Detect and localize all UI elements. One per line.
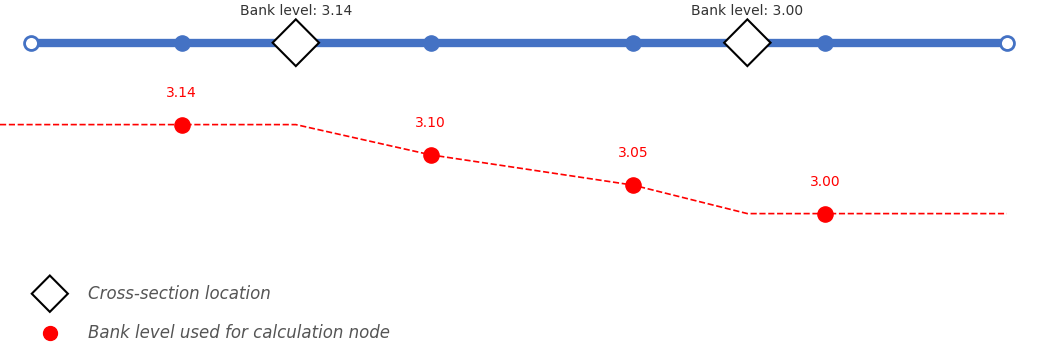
Point [817,211,834,216]
Point [625,182,641,188]
Text: Bank level used for calculation node: Bank level used for calculation node [88,324,390,342]
Text: 3.10: 3.10 [415,116,446,130]
Text: 3.14: 3.14 [166,86,197,100]
Point [23,40,39,46]
Point [625,40,641,46]
Point [422,40,439,46]
Point [42,330,58,336]
Polygon shape [725,19,770,66]
Point [173,122,190,127]
Text: Cross-section location: Cross-section location [88,285,271,303]
Point [999,40,1015,46]
Polygon shape [273,19,319,66]
Text: Bank level: 3.00: Bank level: 3.00 [691,4,803,17]
Point [173,40,190,46]
Point [422,152,439,158]
Point [817,40,834,46]
Text: 3.05: 3.05 [618,146,649,160]
Text: Bank level: 3.14: Bank level: 3.14 [240,4,352,17]
Text: 3.00: 3.00 [810,175,841,189]
Polygon shape [32,276,67,312]
